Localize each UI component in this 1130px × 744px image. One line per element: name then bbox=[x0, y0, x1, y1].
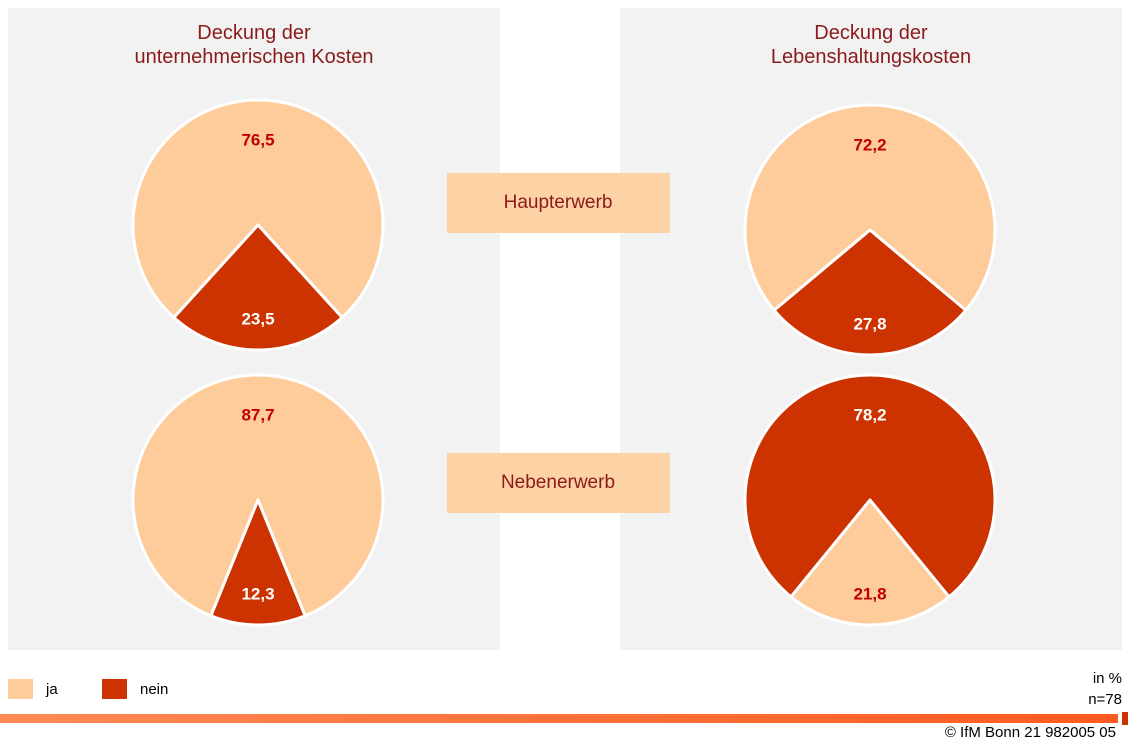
footer: © IfM Bonn 21 982005 05 bbox=[945, 724, 1116, 739]
legend-label: nein bbox=[140, 681, 168, 698]
pie-slice bbox=[131, 373, 385, 618]
footer-bar bbox=[0, 714, 1118, 723]
row-box bbox=[447, 453, 670, 513]
footer-mark bbox=[1122, 712, 1128, 725]
value-label: 12,3 bbox=[241, 584, 274, 603]
row-label: Haupterwerb bbox=[504, 192, 613, 213]
value-label: 78,2 bbox=[853, 405, 886, 424]
pie-slice bbox=[772, 228, 968, 357]
column-title: Deckung der Lebenshaltungskosten bbox=[771, 22, 971, 68]
row-box bbox=[447, 173, 670, 233]
sample-note: n=78 bbox=[1088, 691, 1122, 708]
pie-slice bbox=[131, 98, 385, 319]
pie-slice bbox=[743, 373, 997, 599]
value-label: 27,8 bbox=[853, 314, 886, 333]
value-label: 23,5 bbox=[241, 309, 274, 328]
legend-swatch bbox=[8, 679, 33, 699]
pie-slice bbox=[209, 498, 307, 627]
pie-slice bbox=[789, 498, 951, 627]
pie-slice bbox=[172, 223, 344, 352]
legend-swatch bbox=[102, 679, 127, 699]
legend-label: ja bbox=[45, 681, 58, 698]
column-title: Deckung der unternehmerischen Kosten bbox=[134, 22, 373, 68]
unit-note: in % bbox=[1093, 670, 1122, 687]
value-label: 87,7 bbox=[241, 405, 274, 424]
pie-slice bbox=[743, 103, 997, 312]
value-label: 21,8 bbox=[853, 584, 886, 603]
value-label: 72,2 bbox=[853, 135, 886, 154]
row-label: Nebenerwerb bbox=[501, 472, 615, 493]
value-label: 76,5 bbox=[241, 130, 274, 149]
